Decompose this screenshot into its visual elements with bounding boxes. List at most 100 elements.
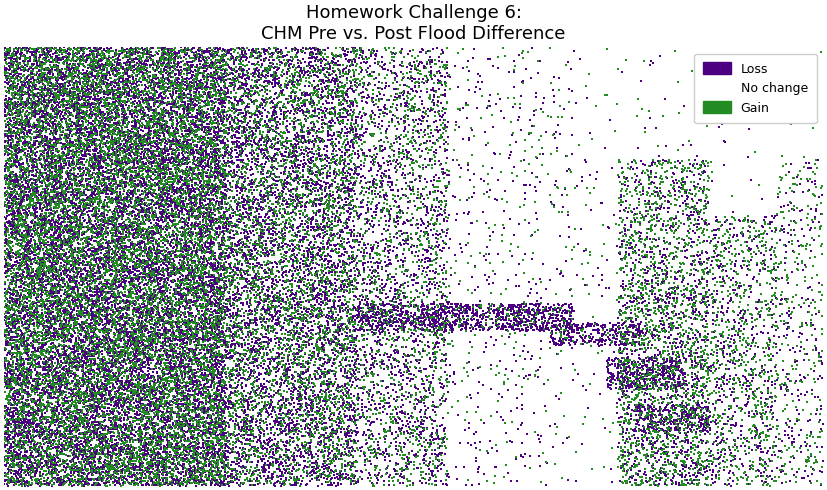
Point xyxy=(171,336,184,343)
Point xyxy=(205,351,218,359)
Point xyxy=(112,348,126,356)
Point xyxy=(61,73,74,81)
Point xyxy=(50,94,63,102)
Point xyxy=(103,166,117,174)
Point xyxy=(198,467,212,475)
Point xyxy=(133,117,146,125)
Point xyxy=(417,233,430,241)
Point xyxy=(404,75,417,83)
Point xyxy=(182,105,195,113)
Point xyxy=(119,339,132,346)
Point xyxy=(77,273,90,281)
Point xyxy=(96,444,109,452)
Point xyxy=(280,108,293,116)
Point xyxy=(246,424,260,432)
Point xyxy=(12,265,25,273)
Point xyxy=(218,172,231,179)
Point xyxy=(304,250,318,258)
Point xyxy=(78,375,91,383)
Point xyxy=(251,89,265,97)
Point xyxy=(187,113,200,121)
Point xyxy=(41,181,54,189)
Point xyxy=(106,336,119,343)
Point xyxy=(47,324,60,332)
Point xyxy=(79,74,93,82)
Point xyxy=(189,393,202,401)
Point xyxy=(437,244,450,252)
Point xyxy=(287,424,300,432)
Point xyxy=(815,281,827,289)
Point xyxy=(319,60,332,68)
Point xyxy=(73,310,86,318)
Point xyxy=(174,479,188,487)
Point xyxy=(14,473,27,481)
Point xyxy=(441,118,454,126)
Point xyxy=(35,151,48,159)
Point xyxy=(155,233,168,241)
Point xyxy=(194,471,207,479)
Point xyxy=(616,467,629,475)
Point xyxy=(658,404,672,412)
Point xyxy=(118,343,131,350)
Point xyxy=(199,302,213,310)
Point xyxy=(125,58,138,66)
Point xyxy=(108,71,121,79)
Point xyxy=(139,243,152,250)
Point xyxy=(399,172,412,179)
Point xyxy=(257,389,270,397)
Point xyxy=(337,164,350,172)
Point xyxy=(247,100,261,108)
Point xyxy=(217,241,230,249)
Point xyxy=(275,58,288,66)
Point xyxy=(42,309,55,317)
Point xyxy=(164,294,177,302)
Point xyxy=(88,225,102,233)
Point xyxy=(126,56,139,64)
Point xyxy=(328,474,342,482)
Point xyxy=(98,333,111,341)
Point xyxy=(355,467,368,475)
Point xyxy=(168,345,181,353)
Point xyxy=(698,315,711,322)
Point xyxy=(153,120,166,128)
Point xyxy=(34,394,47,402)
Point xyxy=(316,299,329,307)
Point xyxy=(57,409,70,417)
Point xyxy=(29,185,42,193)
Point xyxy=(217,234,230,242)
Point xyxy=(214,430,227,438)
Point xyxy=(408,322,421,330)
Point xyxy=(280,459,293,466)
Point xyxy=(493,323,506,331)
Point xyxy=(45,90,58,98)
Point xyxy=(274,287,287,295)
Point xyxy=(80,376,93,384)
Point xyxy=(195,202,208,210)
Point xyxy=(684,215,697,223)
Point xyxy=(115,211,128,219)
Point xyxy=(70,453,84,461)
Point xyxy=(638,398,652,406)
Point xyxy=(186,312,199,319)
Point xyxy=(367,397,380,405)
Point xyxy=(176,340,189,348)
Point xyxy=(364,288,377,295)
Point xyxy=(598,91,611,99)
Point xyxy=(136,165,150,173)
Point xyxy=(109,71,122,79)
Point xyxy=(115,348,128,356)
Point xyxy=(54,363,67,371)
Point xyxy=(75,86,88,94)
Point xyxy=(187,118,200,125)
Point xyxy=(150,340,163,348)
Point xyxy=(234,350,247,358)
Point xyxy=(124,453,137,461)
Point xyxy=(290,202,304,210)
Point xyxy=(644,306,657,314)
Point xyxy=(85,324,98,332)
Point xyxy=(298,128,311,136)
Point xyxy=(17,197,31,205)
Point xyxy=(174,342,187,350)
Point xyxy=(134,320,147,328)
Point xyxy=(367,418,380,426)
